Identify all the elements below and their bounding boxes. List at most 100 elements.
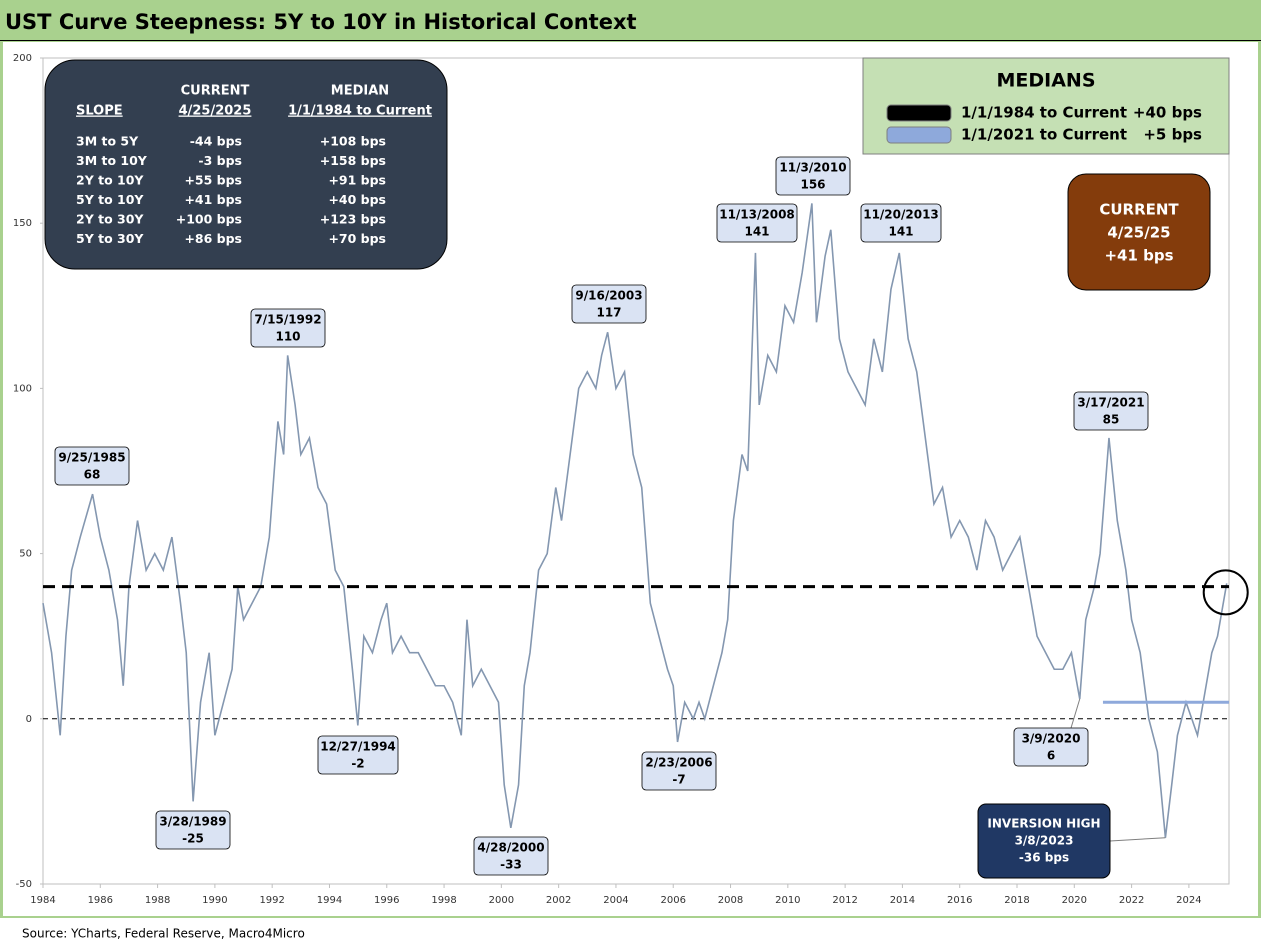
x-tick-label: 2022 <box>1119 895 1144 906</box>
table-cell: 2Y to 10Y <box>76 173 144 188</box>
table-box <box>44 59 448 270</box>
current-value-label: +41 bps <box>1104 247 1173 265</box>
annotation-box <box>317 735 399 775</box>
x-tick-label: 2012 <box>832 895 857 906</box>
x-tick-label: 1990 <box>202 895 227 906</box>
x-tick-label: 2018 <box>1004 895 1029 906</box>
x-tick-label: 2002 <box>546 895 571 906</box>
table-cell: +158 bps <box>320 153 386 168</box>
annotation-value: -7 <box>672 773 685 787</box>
inversion-value: -36 bps <box>1019 851 1069 865</box>
annotation-box <box>641 751 717 791</box>
source: Source: YCharts, Federal Reserve, Macro4… <box>22 927 305 941</box>
table-cell: +108 bps <box>320 134 386 149</box>
legend-value: +5 bps <box>1143 126 1202 144</box>
current-box <box>1067 173 1211 291</box>
legend-label: 1/1/1984 to Current <box>961 104 1127 122</box>
x-tick-label: 2010 <box>775 895 800 906</box>
table-header: SLOPE <box>76 104 123 119</box>
table-cell: 3M to 10Y <box>76 153 148 168</box>
annotation-date: 9/16/2003 <box>575 289 642 303</box>
medians-title: MEDIANS <box>996 70 1095 92</box>
annotation-box <box>1013 727 1089 767</box>
leader-line <box>1109 837 1166 842</box>
annotation-box <box>775 156 851 196</box>
table-cell: +41 bps <box>184 192 242 207</box>
annotation-value: 85 <box>1103 413 1120 427</box>
table-cell: +86 bps <box>184 231 242 246</box>
table-cell: -44 bps <box>190 134 242 149</box>
legend-swatch <box>886 104 952 122</box>
annotation-box <box>54 446 130 486</box>
table-header: 4/25/2025 <box>179 104 252 119</box>
table-cell: 5Y to 30Y <box>76 231 144 246</box>
current-circle <box>1202 569 1249 616</box>
inversion-date: 3/8/2023 <box>1015 834 1074 848</box>
annotation-date: 2/23/2006 <box>645 756 712 770</box>
x-tick-label: 2024 <box>1176 895 1201 906</box>
annotation-value: 141 <box>744 225 769 239</box>
x-tick-label: 1988 <box>145 895 170 906</box>
annotation-date: 12/27/1994 <box>320 740 396 754</box>
x-tick-label: 1996 <box>374 895 399 906</box>
annotation-box <box>1073 391 1149 431</box>
annotation-date: 4/28/2000 <box>477 841 544 855</box>
x-tick-label: 2014 <box>890 895 915 906</box>
table-header: CURRENT <box>181 84 250 99</box>
x-tick-label: 2020 <box>1062 895 1087 906</box>
annotation-value: 156 <box>800 178 825 192</box>
table-cell: +91 bps <box>328 173 386 188</box>
annotation-box <box>860 203 942 243</box>
table-cell: +40 bps <box>328 192 386 207</box>
plot-area <box>42 57 1230 885</box>
table-header: MEDIAN <box>331 84 389 99</box>
y-tick-label: 50 <box>19 549 32 560</box>
annotation-box <box>155 810 231 850</box>
table-cell: 5Y to 10Y <box>76 192 144 207</box>
annotation-value: 141 <box>888 225 913 239</box>
table-cell: 2Y to 30Y <box>76 212 144 227</box>
series-line <box>42 203 1228 838</box>
x-tick-label: 1994 <box>317 895 342 906</box>
y-tick-label: 150 <box>13 218 32 229</box>
annotation-date: 3/28/1989 <box>159 815 226 829</box>
annotation-value: 6 <box>1047 749 1055 763</box>
x-tick-label: 2006 <box>661 895 686 906</box>
table-cell: 3M to 5Y <box>76 134 139 149</box>
annotation-date: 9/25/1985 <box>58 451 125 465</box>
current-date: 4/25/25 <box>1107 224 1170 242</box>
table-cell: -3 bps <box>198 153 242 168</box>
x-tick-label: 1992 <box>259 895 284 906</box>
legend-swatch <box>886 126 952 144</box>
annotation-date: 3/9/2020 <box>1022 732 1081 746</box>
annotation-value: -33 <box>500 858 522 872</box>
inversion-title: INVERSION HIGH <box>987 817 1100 831</box>
legend-value: +40 bps <box>1133 104 1202 122</box>
annotation-date: 3/17/2021 <box>1077 396 1144 410</box>
annotation-value: -2 <box>351 757 364 771</box>
y-tick-label: 100 <box>13 383 32 394</box>
annotation-value: 68 <box>84 468 101 482</box>
current-title: CURRENT <box>1099 201 1179 219</box>
annotation-value: 110 <box>275 330 300 344</box>
table-cell: +123 bps <box>320 212 386 227</box>
x-tick-label: 2016 <box>947 895 972 906</box>
annotation-box <box>716 203 798 243</box>
x-tick-label: 1984 <box>30 895 55 906</box>
x-tick-label: 2000 <box>489 895 514 906</box>
y-tick-label: 200 <box>13 53 32 64</box>
table-header: 1/1/1984 to Current <box>288 104 432 119</box>
annotation-date: 11/3/2010 <box>779 161 846 175</box>
y-tick-label: 0 <box>26 714 32 725</box>
inversion-box <box>977 803 1111 879</box>
x-tick-label: 1986 <box>88 895 113 906</box>
annotation-value: -25 <box>182 832 204 846</box>
leader-line <box>1070 698 1081 729</box>
legend-label: 1/1/2021 to Current <box>961 126 1127 144</box>
annotation-date: 11/13/2008 <box>719 208 795 222</box>
table-cell: +70 bps <box>328 231 386 246</box>
annotation-box <box>473 836 549 876</box>
chart-title: UST Curve Steepness: 5Y to 10Y in Histor… <box>5 10 637 34</box>
table-cell: +55 bps <box>184 173 242 188</box>
